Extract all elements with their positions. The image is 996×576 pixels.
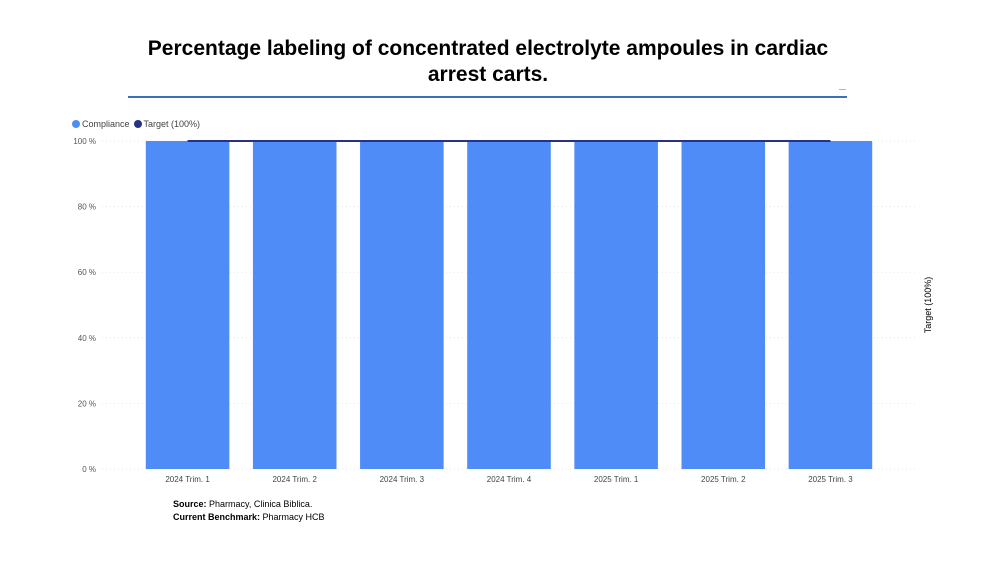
chart-legend: Compliance Target (100%) — [72, 119, 204, 129]
chart-footer: Source: Pharmacy, Clinica Biblica. Curre… — [173, 498, 325, 524]
x-tick-label: 2024 Trim. 4 — [487, 475, 532, 484]
bar — [681, 141, 766, 469]
legend-label-target: Target (100%) — [143, 119, 201, 129]
y-tick-label: 80 % — [78, 203, 96, 212]
x-tick-label: 2025 Trim. 1 — [594, 475, 639, 484]
legend-item-target[interactable]: Target (100%) — [133, 119, 201, 129]
secondary-axis-title: Target (100%) — [923, 276, 933, 334]
benchmark-value: Pharmacy HCB — [262, 512, 325, 522]
x-tick-label: 2024 Trim. 1 — [165, 475, 210, 484]
legend-marker-compliance — [72, 120, 80, 128]
chart-title: Percentage labeling of concentrated elec… — [147, 37, 829, 86]
y-tick-label: 60 % — [78, 268, 96, 277]
bar — [252, 141, 337, 469]
footer-source: Source: Pharmacy, Clinica Biblica. — [173, 498, 325, 511]
footer-benchmark: Current Benchmark: Pharmacy HCB — [173, 511, 325, 524]
bar — [467, 141, 551, 469]
y-tick-label: 0 % — [82, 465, 96, 474]
x-tick-label: 2024 Trim. 3 — [380, 475, 425, 484]
bar — [145, 141, 230, 469]
legend-marker-target — [133, 120, 142, 128]
x-tick-label: 2025 Trim. 2 — [701, 475, 746, 484]
benchmark-label: Current Benchmark: — [173, 512, 261, 522]
bar — [360, 141, 444, 469]
y-tick-label: 40 % — [78, 334, 96, 343]
source-label: Source: — [173, 499, 207, 509]
bar — [574, 141, 658, 469]
y-tick-label: 100 % — [73, 137, 96, 146]
title-divider-mark — [839, 89, 846, 90]
bar — [788, 141, 873, 469]
legend-label-compliance: Compliance — [82, 119, 130, 129]
x-tick-label: 2024 Trim. 2 — [272, 475, 317, 484]
y-tick-label: 20 % — [78, 399, 96, 408]
legend-item-compliance[interactable]: Compliance — [72, 119, 130, 129]
x-tick-label: 2025 Trim. 3 — [808, 475, 853, 484]
source-value: Pharmacy, Clinica Biblica. — [209, 499, 313, 509]
title-divider — [128, 96, 847, 98]
